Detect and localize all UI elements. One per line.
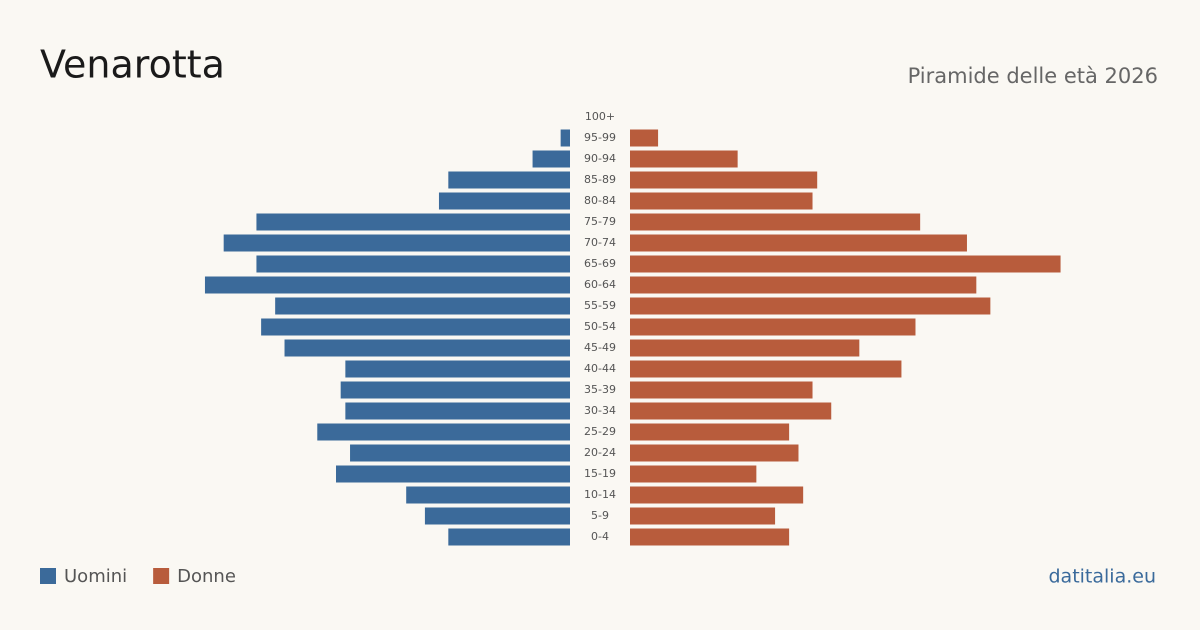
male-bar	[406, 486, 570, 504]
age-label: 25-29	[584, 425, 616, 438]
age-label: 85-89	[584, 173, 616, 186]
female-bar	[630, 486, 804, 504]
male-bar	[448, 171, 570, 189]
female-bar	[630, 318, 916, 336]
legend-swatch	[40, 568, 56, 584]
male-bar	[345, 360, 570, 378]
female-bar	[630, 234, 967, 252]
chart-subtitle: Piramide delle età 2026	[908, 64, 1158, 88]
male-bar	[345, 402, 570, 420]
age-label: 35-39	[584, 383, 616, 396]
male-bar	[317, 423, 570, 441]
age-label: 45-49	[584, 341, 616, 354]
legend-label: Donne	[177, 566, 236, 587]
age-label: 100+	[585, 110, 615, 123]
female-bar	[630, 276, 977, 294]
female-bar	[630, 444, 799, 462]
male-bar	[275, 297, 570, 315]
female-bar	[630, 381, 813, 399]
female-bar	[630, 507, 776, 525]
source: datitalia.eu	[1049, 566, 1157, 588]
female-bar	[630, 528, 790, 546]
male-bar	[336, 465, 570, 483]
age-label: 5-9	[591, 509, 609, 522]
male-bar	[223, 234, 570, 252]
age-label: 40-44	[584, 362, 616, 375]
male-bar	[532, 150, 570, 168]
age-label: 55-59	[584, 299, 616, 312]
female-bar	[630, 465, 757, 483]
legend-label: Uomini	[64, 566, 127, 587]
female-bar	[630, 192, 813, 210]
age-label: 65-69	[584, 257, 616, 270]
male-bar	[256, 255, 570, 273]
female-bar	[630, 150, 738, 168]
female-bar	[630, 339, 860, 357]
male-bar	[284, 339, 570, 357]
male-bar	[424, 507, 570, 525]
male-bar	[448, 528, 570, 546]
female-bar	[630, 423, 790, 441]
male-bar	[256, 213, 570, 231]
age-label: 60-64	[584, 278, 616, 291]
male-bar	[438, 192, 570, 210]
chart-title: Venarotta	[40, 43, 225, 87]
female-bar	[630, 360, 902, 378]
legend-swatch	[153, 568, 170, 584]
age-label: 95-99	[584, 131, 616, 144]
male-bar	[261, 318, 570, 336]
female-bar	[630, 402, 832, 420]
age-label: 20-24	[584, 446, 616, 459]
female-bar	[630, 255, 1061, 273]
age-label: 75-79	[584, 215, 616, 228]
age-label: 80-84	[584, 194, 616, 207]
age-label: 10-14	[584, 488, 616, 501]
age-label: 50-54	[584, 320, 616, 333]
age-label: 70-74	[584, 236, 616, 249]
female-bar	[630, 129, 659, 147]
female-bar	[630, 213, 921, 231]
male-bar	[350, 444, 570, 462]
male-bar	[204, 276, 570, 294]
age-label: 0-4	[591, 530, 609, 543]
age-label: 30-34	[584, 404, 616, 417]
age-label: 15-19	[584, 467, 616, 480]
female-bar	[630, 297, 991, 315]
age-label: 90-94	[584, 152, 616, 165]
male-bar	[340, 381, 570, 399]
female-bar	[630, 171, 818, 189]
male-bar	[560, 129, 570, 147]
